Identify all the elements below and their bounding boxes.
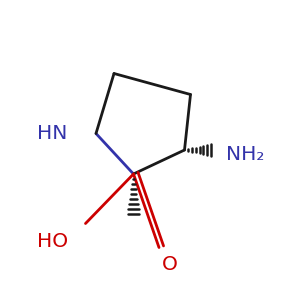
Text: HN: HN — [37, 124, 68, 143]
Text: HO: HO — [37, 232, 68, 251]
Text: NH₂: NH₂ — [226, 145, 265, 164]
Text: O: O — [162, 254, 177, 274]
